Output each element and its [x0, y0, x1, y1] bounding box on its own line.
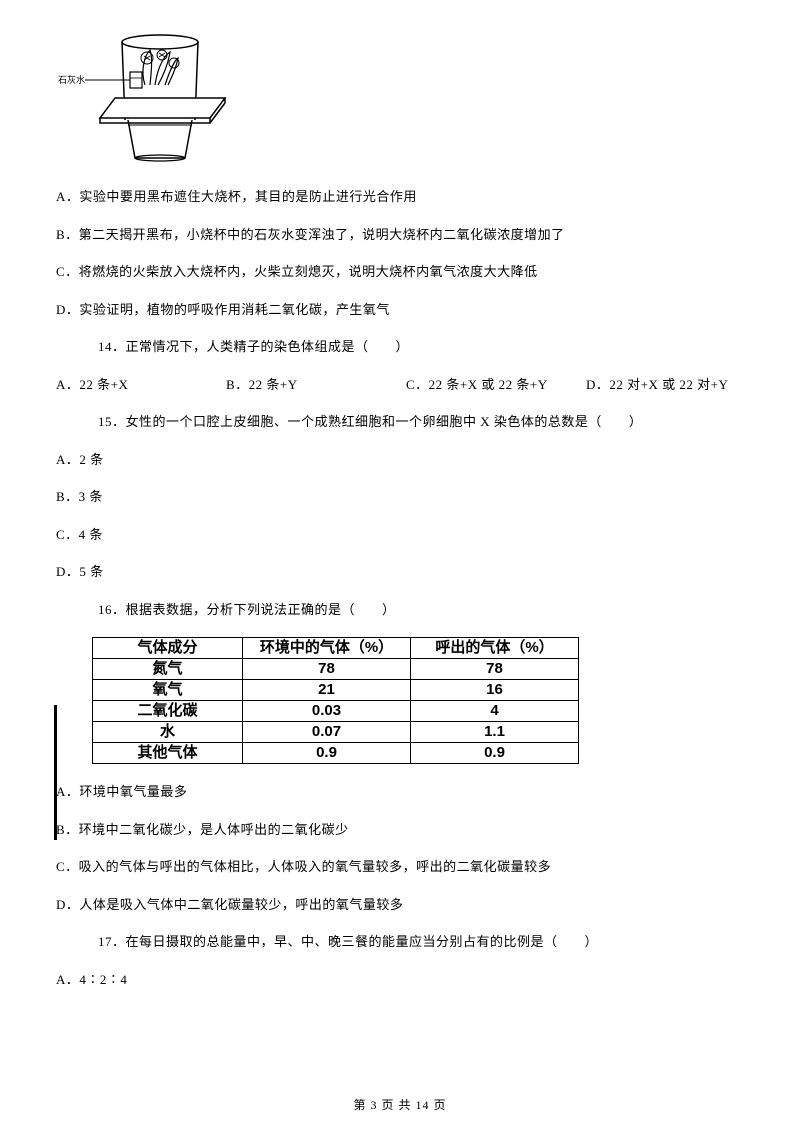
table-row: 其他气体 0.9 0.9	[93, 743, 579, 764]
q15-option-a: A．2 条	[56, 450, 744, 470]
table-cell: 78	[243, 659, 411, 680]
table-header: 呼出的气体（%）	[411, 638, 579, 659]
table-cell: 4	[411, 701, 579, 722]
table-cell: 其他气体	[93, 743, 243, 764]
gas-table-container: 气体成分 环境中的气体（%） 呼出的气体（%） 氮气 78 78 氧气 21 1…	[92, 637, 744, 764]
table-cell: 16	[411, 680, 579, 701]
table-header: 气体成分	[93, 638, 243, 659]
table-row: 氧气 21 16	[93, 680, 579, 701]
q14-option-a: A．22 条+X	[56, 375, 226, 395]
experiment-figure: 石灰水	[50, 30, 744, 165]
table-cell: 0.9	[411, 743, 579, 764]
table-left-edge	[54, 705, 57, 840]
table-cell: 0.9	[243, 743, 411, 764]
q13-option-a: A．实验中要用黑布遮住大烧杯，其目的是防止进行光合作用	[56, 187, 744, 207]
table-row: 水 0.07 1.1	[93, 722, 579, 743]
q16-option-a: A．环境中氧气量最多	[56, 782, 744, 802]
q14-option-c: C．22 条+X 或 22 条+Y	[406, 375, 586, 395]
q14-options: A．22 条+X B．22 条+Y C．22 条+X 或 22 条+Y D．22…	[56, 375, 744, 395]
q17-option-a: A．4∶2∶4	[56, 970, 744, 990]
page-footer: 第 3 页 共 14 页	[0, 1096, 800, 1114]
table-row: 二氧化碳 0.03 4	[93, 701, 579, 722]
table-cell: 0.03	[243, 701, 411, 722]
q16-option-c: C．吸入的气体与呼出的气体相比，人体吸入的氧气量较多，呼出的二氧化碳量较多	[56, 857, 744, 877]
table-header-row: 气体成分 环境中的气体（%） 呼出的气体（%）	[93, 638, 579, 659]
table-cell: 水	[93, 722, 243, 743]
gas-composition-table: 气体成分 环境中的气体（%） 呼出的气体（%） 氮气 78 78 氧气 21 1…	[92, 637, 579, 764]
q14-option-d: D．22 对+X 或 22 对+Y	[586, 375, 728, 395]
q16-option-d: D．人体是吸入气体中二氧化碳量较少，呼出的氧气量较多	[56, 895, 744, 915]
q14-stem: 14．正常情况下，人类精子的染色体组成是（ ）	[56, 337, 744, 357]
table-cell: 氧气	[93, 680, 243, 701]
limewater-label: 石灰水	[58, 74, 85, 85]
q17-stem: 17．在每日摄取的总能量中，早、中、晚三餐的能量应当分别占有的比例是（ ）	[56, 932, 744, 952]
q15-option-d: D．5 条	[56, 562, 744, 582]
table-cell: 21	[243, 680, 411, 701]
q13-option-b: B．第二天揭开黑布，小烧杯中的石灰水变浑浊了，说明大烧杯内二氧化碳浓度增加了	[56, 225, 744, 245]
q14-option-b: B．22 条+Y	[226, 375, 406, 395]
table-cell: 氮气	[93, 659, 243, 680]
q15-option-b: B．3 条	[56, 487, 744, 507]
q16-stem: 16．根据表数据，分析下列说法正确的是（ ）	[56, 600, 744, 620]
table-cell: 二氧化碳	[93, 701, 243, 722]
table-cell: 0.07	[243, 722, 411, 743]
table-cell: 78	[411, 659, 579, 680]
table-cell: 1.1	[411, 722, 579, 743]
q15-stem: 15．女性的一个口腔上皮细胞、一个成熟红细胞和一个卵细胞中 X 染色体的总数是（…	[56, 412, 744, 432]
table-row: 氮气 78 78	[93, 659, 579, 680]
q15-option-c: C．4 条	[56, 525, 744, 545]
table-header: 环境中的气体（%）	[243, 638, 411, 659]
q16-option-b: B．环境中二氧化碳少，是人体呼出的二氧化碳少	[56, 820, 744, 840]
q13-option-c: C．将燃烧的火柴放入大烧杯内，火柴立刻熄灭，说明大烧杯内氧气浓度大大降低	[56, 262, 744, 282]
q13-option-d: D．实验证明，植物的呼吸作用消耗二氧化碳，产生氧气	[56, 300, 744, 320]
